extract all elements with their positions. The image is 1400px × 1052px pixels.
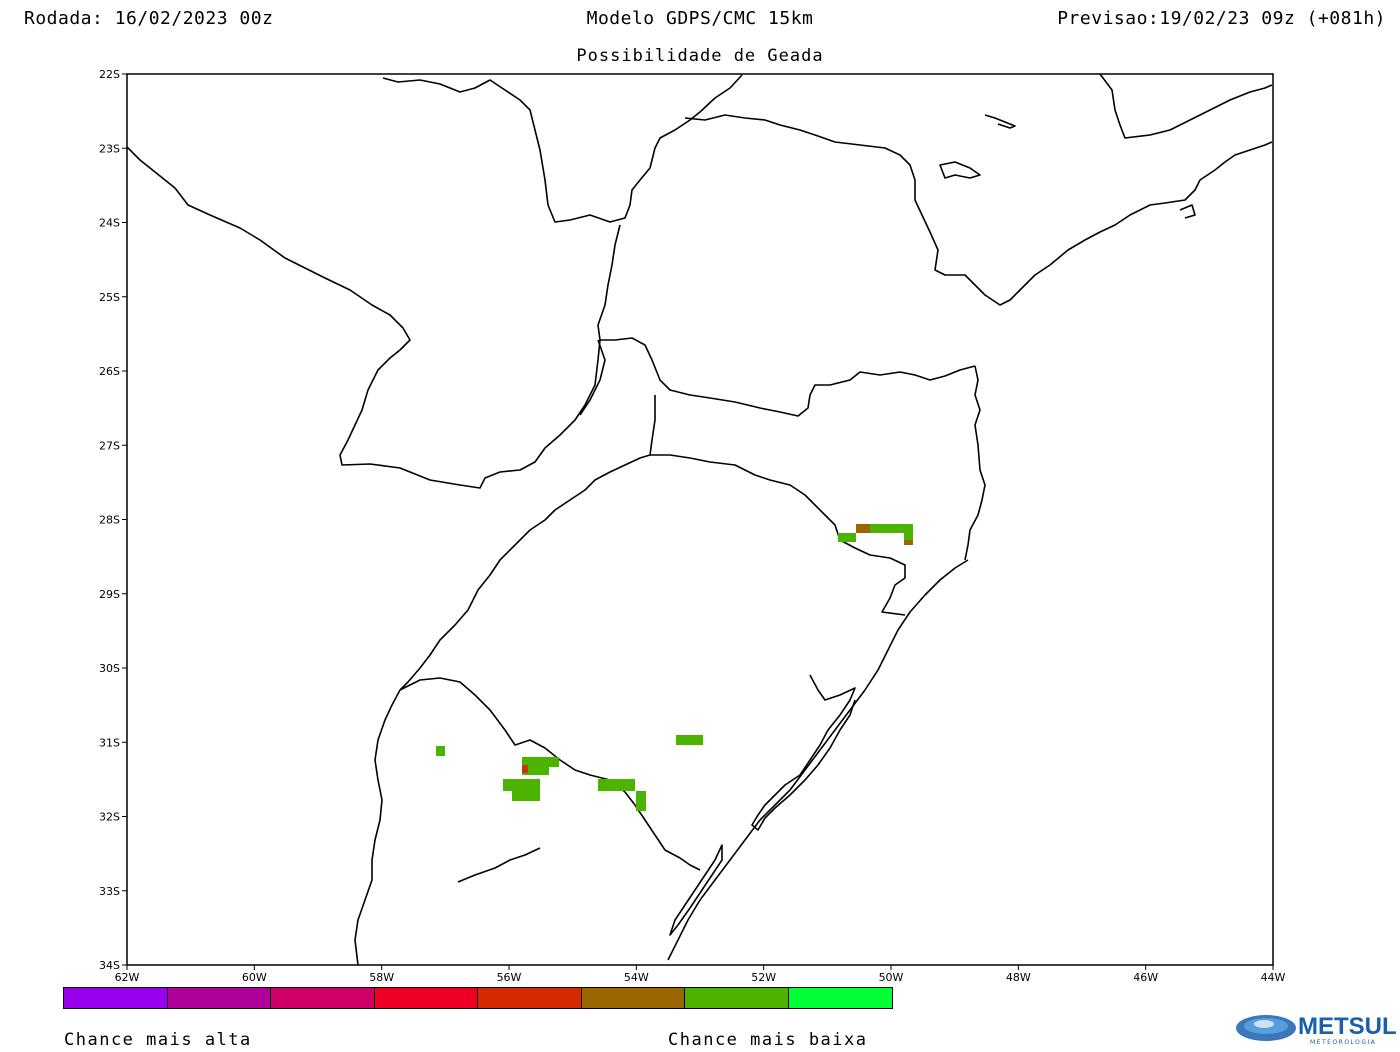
longitude-axis: 62W 60W 58W 56W 54W 52W 50W 48W 46W 44W [115, 965, 1286, 984]
frost-cell-low [676, 735, 703, 745]
lon-label-44W: 44W [1261, 971, 1286, 984]
lat-label-33S: 33S [99, 885, 120, 898]
lat-label-32S: 32S [99, 811, 120, 824]
legend-swatch-8 [788, 988, 892, 1008]
lat-label-22S: 22S [99, 68, 120, 81]
lon-label-46W: 46W [1133, 971, 1158, 984]
lat-label-27S: 27S [99, 439, 120, 452]
lon-label-58W: 58W [369, 971, 394, 984]
lat-label-28S: 28S [99, 514, 120, 527]
metsul-logo: METSUL METEOROLOGIA [1236, 1013, 1397, 1046]
lat-label-25S: 25S [99, 291, 120, 304]
island-ilhabela [984, 114, 1016, 129]
border-paraguay-east [382, 74, 743, 223]
frost-cell-medium [856, 524, 870, 533]
border-north-segment [579, 339, 606, 416]
lon-label-48W: 48W [1006, 971, 1031, 984]
frost-cell-low [522, 757, 559, 767]
map-title: Possibilidade de Geada [576, 46, 824, 66]
border-sc-rs-east [650, 454, 906, 616]
frost-cell-low [904, 533, 913, 545]
legend-swatch-4 [374, 988, 478, 1008]
lat-label-29S: 29S [99, 588, 120, 601]
frost-cell-low [636, 791, 646, 811]
border-uruguay [399, 677, 701, 871]
lat-label-24S: 24S [99, 217, 120, 230]
lon-label-52W: 52W [751, 971, 776, 984]
frost-cell-high_point [522, 765, 528, 773]
latitude-axis: 22S 23S 24S 25S 26S 27S 28S 29S 30S 31S 32S 33S 34S [99, 68, 127, 972]
legend-swatch-7 [685, 988, 789, 1008]
legend-swatch-6 [581, 988, 685, 1008]
coastline-sc [964, 365, 986, 561]
lon-label-54W: 54W [624, 971, 649, 984]
boundaries [126, 73, 1273, 966]
lat-label-26S: 26S [99, 365, 120, 378]
forecast-time-label: Previsao:19/02/23 09z (+081h) [1057, 8, 1386, 29]
border-paraguay-argentina [126, 146, 601, 489]
logo-name: METSUL [1298, 1013, 1397, 1040]
lat-label-34S: 34S [99, 959, 120, 972]
frost-cell-low [838, 533, 856, 542]
legend-swatch-5 [478, 988, 582, 1008]
lon-label-50W: 50W [879, 971, 904, 984]
coastline-north [1049, 141, 1273, 266]
border-sp-rj [1099, 73, 1273, 139]
coastline-rj [1179, 204, 1196, 219]
map-frame [126, 73, 1274, 966]
frost-cell-medium [904, 540, 913, 545]
model-name-label: Modelo GDPS/CMC 15km [586, 8, 814, 29]
frost-cell-low [503, 779, 540, 791]
run-time-label: Rodada: 16/02/2023 00z [24, 8, 274, 29]
lat-label-30S: 30S [99, 662, 120, 675]
frost-cell-low [512, 789, 540, 801]
frost-cell-low [522, 765, 549, 775]
frost-cell-low [598, 779, 635, 791]
river-negro [457, 847, 541, 883]
legend-swatch-1 [64, 988, 168, 1008]
legend-high-label: Chance mais alta [64, 1030, 252, 1050]
lagoa-mirim [669, 844, 723, 936]
coastline-rs [667, 559, 969, 961]
legend-swatch-2 [167, 988, 271, 1008]
border-uruguay-argentina [354, 689, 401, 966]
lon-label-60W: 60W [242, 971, 267, 984]
legend-swatch-3 [271, 988, 375, 1008]
lagoa-dos-patos [751, 674, 856, 831]
frost-cell-low [856, 524, 913, 533]
logo-tagline: METEOROLOGIA [1310, 1039, 1376, 1046]
border-parana-west [597, 224, 976, 417]
legend-low-label: Chance mais baixa [668, 1030, 868, 1050]
frost-cells [436, 524, 913, 811]
lon-label-62W: 62W [115, 971, 140, 984]
border-parana-north [684, 114, 1051, 306]
lat-label-23S: 23S [99, 142, 120, 155]
lat-label-31S: 31S [99, 736, 120, 749]
lon-label-56W: 56W [497, 971, 522, 984]
frost-cell-low [436, 746, 445, 756]
reservoir [939, 161, 981, 179]
border-sc-rs [399, 395, 656, 691]
color-legend [63, 987, 893, 1009]
